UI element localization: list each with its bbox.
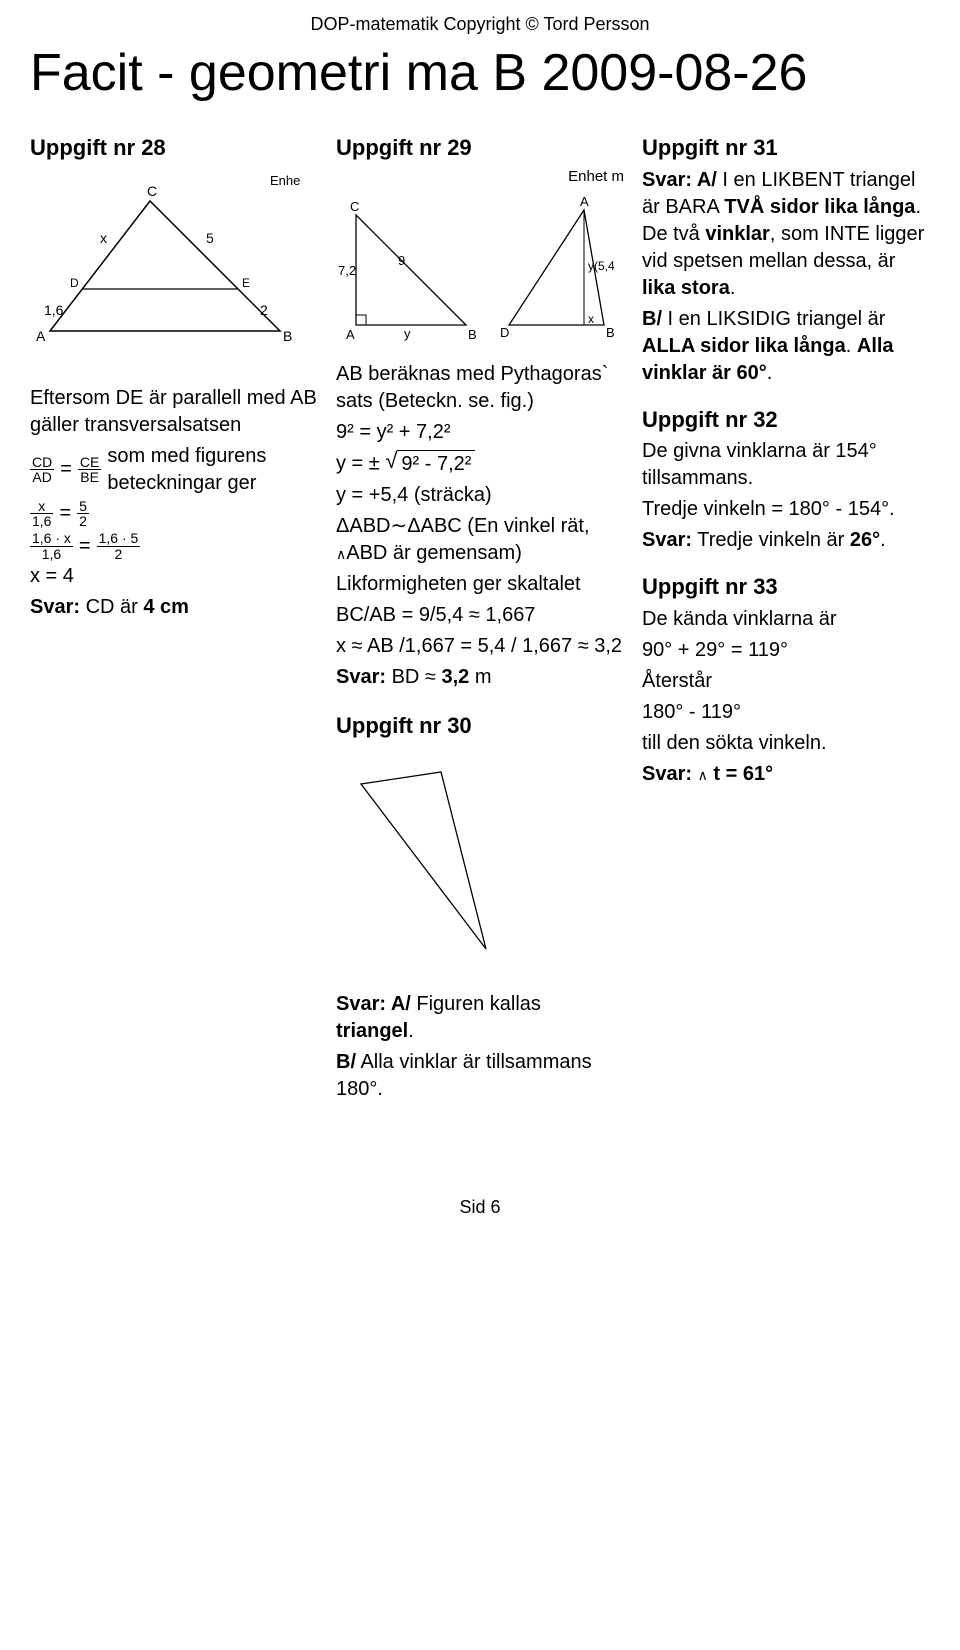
svg-text:D: D bbox=[500, 325, 509, 340]
u29-heading: Uppgift nr 29 bbox=[336, 133, 624, 163]
svg-text:x: x bbox=[100, 230, 107, 246]
page-title: Facit - geometri ma B 2009-08-26 bbox=[30, 35, 930, 133]
svg-text:C: C bbox=[147, 183, 157, 199]
u28-heading: Uppgift nr 28 bbox=[30, 133, 318, 163]
u33-l5: till den sökta vinkeln. bbox=[642, 730, 930, 757]
svg-text:A: A bbox=[346, 327, 355, 342]
u33-svar: Svar: ∧ t = 61° bbox=[642, 761, 930, 788]
svg-text:y(5,4): y(5,4) bbox=[588, 259, 614, 273]
u29-l8: x ≈ AB /1,667 = 5,4 / 1,667 ≈ 3,2 bbox=[336, 633, 624, 660]
u29-l3: y = ± √9² - 7,2² bbox=[336, 450, 624, 478]
u32-heading: Uppgift nr 32 bbox=[642, 405, 930, 435]
u31-heading: Uppgift nr 31 bbox=[642, 133, 930, 163]
u28-svar: Svar: CD är 4 cm bbox=[30, 594, 318, 621]
u29-fig-left: C A B 7,2 9 y bbox=[336, 195, 486, 345]
u28-eq1: CDAD = CEBE som med figurens beteckninga… bbox=[30, 443, 318, 497]
svg-text:2: 2 bbox=[260, 302, 268, 318]
svg-text:E: E bbox=[242, 276, 250, 290]
svg-text:C: C bbox=[350, 199, 359, 214]
u28-eq3: 1,6 · x1,6 = 1,6 · 52 bbox=[30, 531, 318, 561]
u29-l2: 9² = y² + 7,2² bbox=[336, 419, 624, 446]
svg-text:B: B bbox=[468, 327, 477, 342]
svg-text:5: 5 bbox=[206, 230, 214, 246]
u32-svar: Svar: Tredje vinkeln är 26°. bbox=[642, 527, 930, 554]
svg-text:A: A bbox=[36, 328, 46, 344]
column-2: Uppgift nr 29 Enhet m C A B 7,2 9 y A B … bbox=[336, 133, 624, 1107]
u30-answers: Svar: A/ Figuren kallas triangel. B/ All… bbox=[336, 991, 624, 1103]
u33-l1: De kända vinklarna är bbox=[642, 606, 930, 633]
svg-text:B: B bbox=[283, 328, 292, 344]
column-3: Uppgift nr 31 Svar: A/ I en LIKBENT tria… bbox=[642, 133, 930, 1107]
u29-l4: y = +5,4 (sträcka) bbox=[336, 482, 624, 509]
svg-text:B: B bbox=[606, 325, 614, 340]
svg-text:D: D bbox=[70, 276, 79, 290]
u30-heading: Uppgift nr 30 bbox=[336, 711, 624, 741]
u28-text1: Eftersom DE är parallell med AB gäller t… bbox=[30, 385, 318, 439]
u33-l4: 180° - 119° bbox=[642, 699, 930, 726]
u29-figures: C A B 7,2 9 y A B D y(5,4) x bbox=[336, 195, 624, 345]
u30-figure bbox=[336, 749, 624, 967]
svg-text:A: A bbox=[580, 195, 589, 209]
u29-l6: Likformigheten ger skaltalet bbox=[336, 571, 624, 598]
u32-l1: De givna vinklarna är 154° tillsammans. bbox=[642, 438, 930, 492]
svg-text:1,6: 1,6 bbox=[44, 302, 64, 318]
u28-eq2: x1,6 = 52 bbox=[30, 499, 318, 529]
u28-figure: Enhet cm C A B D E x 5 1,6 2 bbox=[30, 171, 318, 369]
u32-l2: Tredje vinkeln = 180° - 154°. bbox=[642, 496, 930, 523]
u31-bodyB: B/ I en LIKSIDIG triangel är ALLA sidor … bbox=[642, 306, 930, 387]
u28-x4: x = 4 bbox=[30, 563, 318, 590]
svg-text:9: 9 bbox=[398, 253, 405, 268]
columns: Uppgift nr 28 Enhet cm C A B D E x 5 1,6… bbox=[30, 133, 930, 1107]
u33-l3: Återstår bbox=[642, 668, 930, 695]
u31-body: Svar: A/ I en LIKBENT triangel är BARA T… bbox=[642, 167, 930, 302]
unit-label: Enhet cm bbox=[270, 173, 300, 188]
svg-text:y: y bbox=[404, 326, 411, 341]
svg-text:7,2: 7,2 bbox=[338, 263, 356, 278]
u29-l5: ΔABD∼ΔABC (En vinkel rät, ∧ABD är gemens… bbox=[336, 513, 624, 567]
u33-heading: Uppgift nr 33 bbox=[642, 572, 930, 602]
u29-svar: Svar: BD ≈ 3,2 m bbox=[336, 664, 624, 691]
u29-l1: AB beräknas med Pythagoras` sats (Beteck… bbox=[336, 361, 624, 415]
copyright-line: DOP-matematik Copyright © Tord Persson bbox=[30, 0, 930, 35]
u29-unit: Enhet m bbox=[336, 167, 624, 187]
u29-l7: BC/AB = 9/5,4 ≈ 1,667 bbox=[336, 602, 624, 629]
column-1: Uppgift nr 28 Enhet cm C A B D E x 5 1,6… bbox=[30, 133, 318, 1107]
u33-l2: 90° + 29° = 119° bbox=[642, 637, 930, 664]
page-footer: Sid 6 bbox=[30, 1197, 930, 1218]
u29-fig-right: A B D y(5,4) x bbox=[494, 195, 614, 345]
svg-text:x: x bbox=[588, 312, 594, 326]
